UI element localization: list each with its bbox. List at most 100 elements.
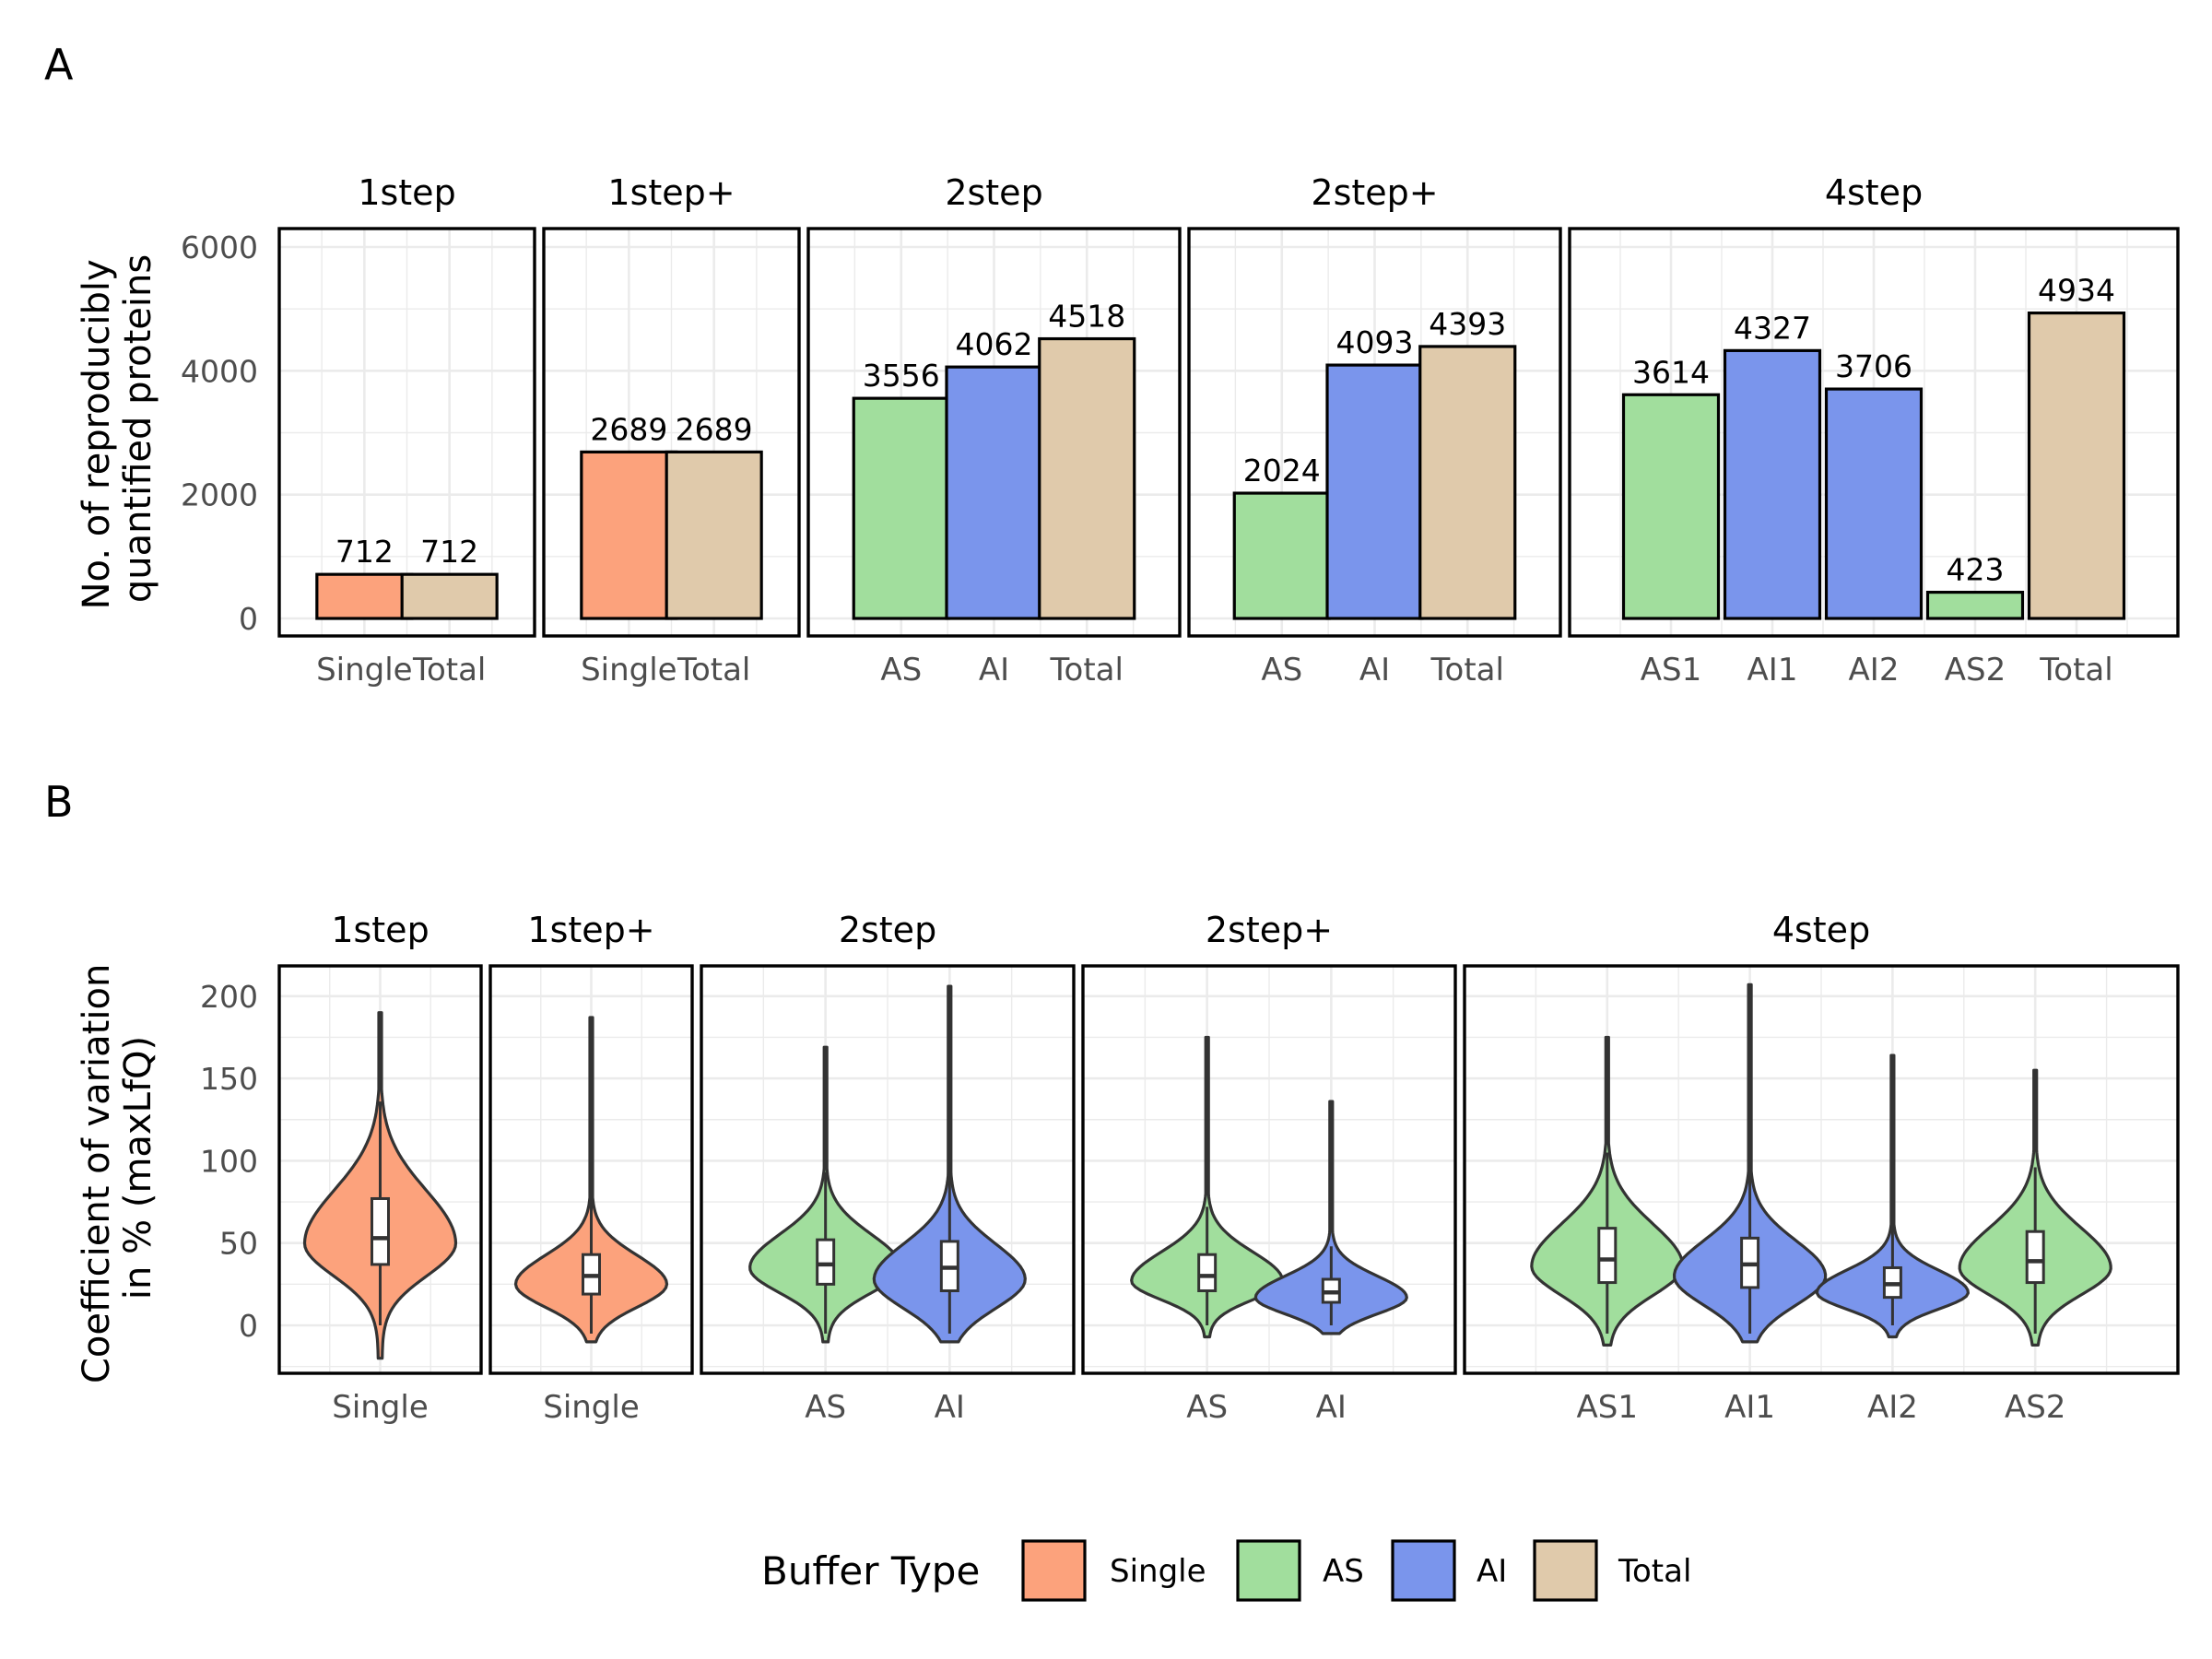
bar bbox=[1621, 393, 1721, 620]
legend-label: Total bbox=[1618, 1553, 1691, 1590]
bar-value-label: 3614 bbox=[1632, 354, 1710, 390]
x-tick-label: AI bbox=[935, 1389, 965, 1426]
panel-a: A No. of reproducibly quantified protein… bbox=[44, 40, 2180, 688]
facet-title: 2step bbox=[945, 172, 1042, 213]
panel-a-y-axis-title-line-2: quantified proteins bbox=[117, 254, 159, 603]
bar bbox=[1723, 348, 1822, 620]
bar-value-label: 4934 bbox=[2038, 273, 2115, 309]
x-tick-label: AI1 bbox=[1747, 652, 1798, 688]
y-tick-label: 200 bbox=[200, 979, 258, 1015]
legend-items: Single AS AI Total bbox=[1021, 1539, 1691, 1602]
bar bbox=[852, 396, 950, 620]
x-tick-label: Total bbox=[1050, 652, 1124, 688]
x-tick-label: AS bbox=[880, 652, 922, 688]
bar-value-label: 4327 bbox=[1734, 310, 1811, 346]
x-tick-label: Single bbox=[543, 1389, 640, 1426]
facet-border bbox=[1568, 227, 2180, 638]
facet-title: 2step bbox=[839, 910, 936, 950]
panel-b: B Coefficient of variation in % (maxLfQ)… bbox=[44, 777, 2180, 1426]
y-tick-label: 50 bbox=[219, 1226, 258, 1262]
legend-title: Buffer Type bbox=[761, 1548, 980, 1594]
facet-title: 4step bbox=[1825, 172, 1923, 213]
bar bbox=[945, 365, 1043, 620]
x-tick-label: AI bbox=[1316, 1389, 1347, 1426]
bar bbox=[1232, 491, 1331, 620]
bar bbox=[665, 450, 763, 620]
violin bbox=[872, 984, 1027, 1344]
bar-value-label: 2689 bbox=[590, 411, 667, 447]
facet-border bbox=[277, 227, 536, 638]
panel-a-plot-area: 712 Single 712 Total 1step 2689 Single 2689 Tota… bbox=[181, 172, 2180, 688]
x-tick-label: AS1 bbox=[1641, 652, 1701, 688]
panel-a-y-axis-title: No. of reproducibly quantified proteins bbox=[76, 248, 159, 610]
violin bbox=[1815, 1053, 1970, 1339]
bar bbox=[1824, 387, 1924, 620]
facet-border bbox=[488, 964, 694, 1375]
bar bbox=[315, 572, 414, 620]
legend-label: AS bbox=[1323, 1553, 1364, 1590]
bar bbox=[2027, 311, 2126, 620]
x-tick-label: Total bbox=[2039, 652, 2112, 688]
x-tick-label: AS bbox=[1186, 1389, 1228, 1426]
x-tick-label: AS bbox=[805, 1389, 846, 1426]
y-tick-label: 0 bbox=[239, 601, 258, 637]
bar-value-label: 423 bbox=[1947, 552, 2005, 588]
panel-a-label: A bbox=[44, 40, 74, 89]
x-tick-label: AS1 bbox=[1577, 1389, 1638, 1426]
panel-b-y-axis-title: Coefficient of variation in % (maxLfQ) bbox=[76, 952, 159, 1383]
bar-value-label: 2024 bbox=[1243, 453, 1321, 488]
x-tick-label: Single bbox=[581, 652, 677, 688]
legend-label: AI bbox=[1477, 1553, 1507, 1590]
panel-a-y-axis-title-line-1: No. of reproducibly bbox=[76, 259, 118, 609]
violin bbox=[513, 1016, 669, 1344]
bar bbox=[1418, 345, 1517, 620]
x-tick-label: AI bbox=[1359, 652, 1390, 688]
violin bbox=[1253, 1100, 1408, 1335]
legend-key bbox=[1021, 1539, 1087, 1602]
boxplot-box bbox=[2025, 1230, 2045, 1285]
panel-b-plot-area: Single 1step Single 1step+ AS AI 2step AS AI 2ste… bbox=[200, 910, 2180, 1426]
x-tick-label: Total bbox=[1430, 652, 1504, 688]
bar bbox=[1038, 336, 1136, 620]
bar bbox=[1925, 590, 2025, 620]
bar bbox=[400, 572, 499, 620]
bar-value-label: 3706 bbox=[1835, 348, 1912, 384]
y-tick-label: 4000 bbox=[181, 353, 258, 389]
boxplot-box bbox=[1597, 1227, 1618, 1285]
y-tick-label: 6000 bbox=[181, 229, 258, 265]
bar-value-label: 712 bbox=[335, 534, 394, 570]
y-tick-label: 150 bbox=[200, 1061, 258, 1097]
facet-title: 2step+ bbox=[1206, 910, 1333, 950]
x-tick-label: Single bbox=[332, 1389, 429, 1426]
y-tick-label: 100 bbox=[200, 1143, 258, 1179]
facet-title: 1step bbox=[331, 910, 429, 950]
facet-border bbox=[1187, 227, 1562, 638]
boxplot-box bbox=[371, 1196, 390, 1266]
facet-title: 2step+ bbox=[1311, 172, 1438, 213]
panel-b-label: B bbox=[44, 777, 74, 827]
boxplot-box bbox=[816, 1238, 836, 1286]
bar-value-label: 3556 bbox=[863, 358, 940, 394]
violin bbox=[1673, 982, 1828, 1344]
facet-border bbox=[542, 227, 801, 638]
x-tick-label: AI1 bbox=[1724, 1389, 1775, 1426]
legend-key bbox=[1391, 1539, 1456, 1602]
legend-key bbox=[1533, 1539, 1598, 1602]
violin bbox=[1130, 1035, 1285, 1339]
bar bbox=[580, 450, 678, 620]
bar-value-label: 4062 bbox=[956, 326, 1033, 362]
panel-b-y-axis-title-line-1: Coefficient of variation bbox=[76, 964, 118, 1383]
facet-title: 1step bbox=[358, 172, 455, 213]
facet-border bbox=[1081, 964, 1457, 1375]
facet-border bbox=[277, 964, 483, 1375]
legend: Buffer Type Single AS AI Total bbox=[761, 1539, 1691, 1602]
x-tick-label: AS2 bbox=[1945, 652, 2006, 688]
x-tick-label: Total bbox=[412, 652, 486, 688]
facet-border bbox=[700, 964, 1076, 1375]
bar bbox=[1325, 363, 1424, 620]
boxplot-box bbox=[1197, 1253, 1218, 1292]
bar-value-label: 712 bbox=[420, 534, 478, 570]
bar-value-label: 4093 bbox=[1336, 324, 1414, 360]
y-tick-label: 2000 bbox=[181, 477, 258, 513]
